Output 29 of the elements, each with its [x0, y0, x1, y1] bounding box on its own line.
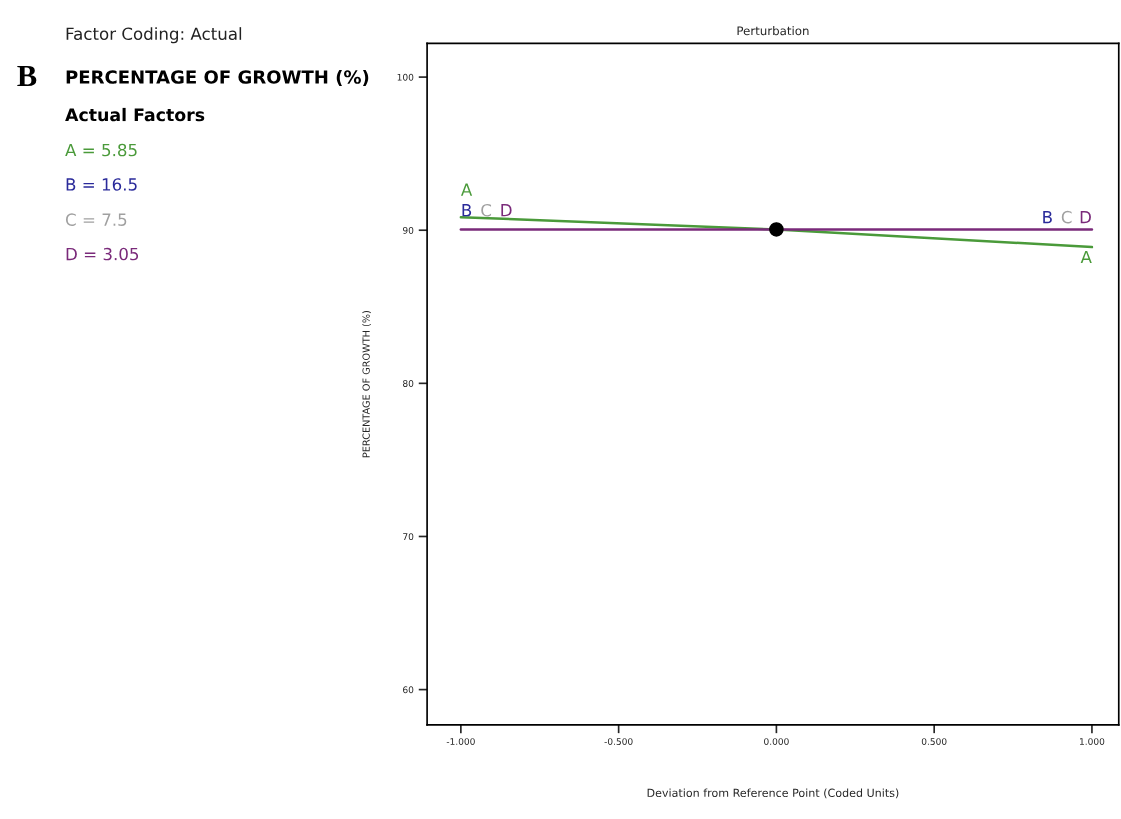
text: B	[1043, 211, 1052, 224]
x-tick-label: 0.500	[921, 738, 947, 745]
chart-title: Perturbation	[737, 26, 809, 36]
y-tick-label: 80	[403, 380, 414, 387]
y-tick-label: 70	[403, 533, 414, 541]
series-label: D	[1080, 211, 1091, 224]
y-tick-label: 60	[403, 686, 414, 694]
text: Actual Factors	[65, 107, 205, 122]
x-tick-label: 1.000	[1080, 738, 1105, 745]
text: B = 16.5	[66, 178, 137, 191]
text: C	[1061, 210, 1072, 224]
legend-label: B	[462, 204, 472, 217]
series-label: A	[1080, 250, 1092, 264]
y-axis-title: PERCENTAGE OF GROWTH (%)	[362, 310, 371, 458]
x-tick-label: -1.000	[446, 738, 475, 745]
text: B	[17, 65, 37, 87]
text: C = 7.5	[65, 213, 127, 226]
text: A	[460, 183, 473, 196]
text: D	[501, 204, 512, 217]
text: Factor Coding: Actual	[66, 27, 242, 44]
x-tick-label: 0.000	[764, 738, 789, 745]
x-tick-label: -0.500	[604, 738, 633, 745]
text: A = 5.85	[65, 143, 137, 157]
text: PERCENTAGE OF GROWTH (%)	[66, 69, 369, 86]
y-tick-label: 90	[402, 226, 414, 234]
legend-label: C	[481, 203, 492, 217]
y-tick-label: 100	[397, 73, 414, 81]
text: D = 3.05	[66, 247, 139, 261]
x-axis-title: Deviation from Reference Point (Coded Units)	[647, 788, 899, 799]
